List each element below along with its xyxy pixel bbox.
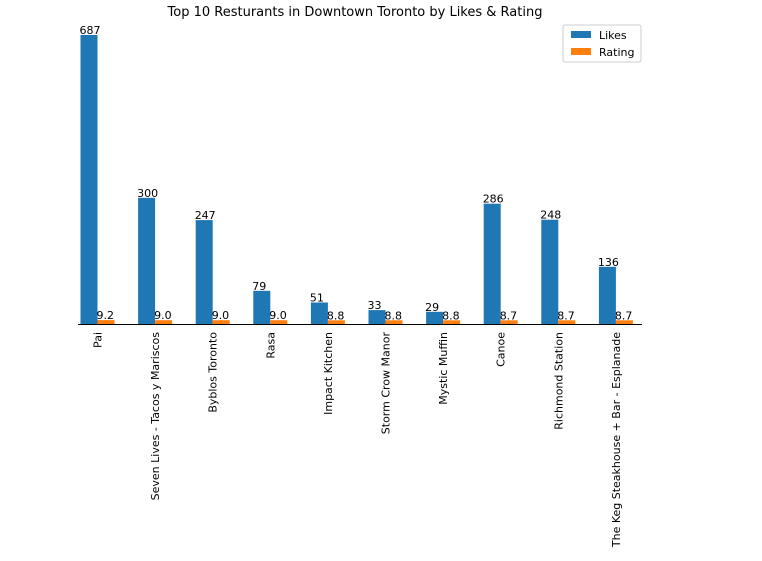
legend-swatch-likes	[571, 31, 591, 38]
legend-label-likes: Likes	[599, 29, 627, 42]
x-tick-label-pai: Pai	[92, 332, 105, 348]
x-tick-label-byblos-toronto: Byblos Toronto	[207, 332, 220, 413]
bar-rating-the-keg-steakhouse-bar-esplanade	[615, 320, 633, 324]
x-tick-label-the-keg-steakhouse-bar-esplanade: The Keg Steakhouse + Bar - Esplanade	[610, 332, 623, 548]
bar-likes-storm-crow-manor	[368, 310, 386, 324]
x-tick-label-mystic-muffin: Mystic Muffin	[437, 332, 450, 405]
data-label-rating-rasa: 9.0	[269, 309, 287, 322]
data-label-likes-mystic-muffin: 29	[425, 301, 439, 314]
data-label-rating-the-keg-steakhouse-bar-esplanade: 8.7	[615, 309, 633, 322]
bar-likes-byblos-toronto	[195, 220, 213, 324]
x-tick-label-storm-crow-manor: Storm Crow Manor	[380, 332, 393, 435]
data-label-likes-rasa: 79	[252, 280, 266, 293]
bar-likes-the-keg-steakhouse-bar-esplanade	[598, 266, 616, 324]
data-label-likes-byblos-toronto: 247	[195, 209, 216, 222]
legend: Likes Rating	[562, 24, 642, 63]
bar-rating-storm-crow-manor	[385, 320, 403, 324]
data-labels-group: 6879.23009.02479.0799.0518.8338.8298.828…	[80, 24, 633, 322]
x-tick-label-canoe: Canoe	[495, 332, 508, 367]
data-label-likes-pai: 687	[80, 24, 101, 37]
data-label-rating-pai: 9.2	[97, 309, 115, 322]
data-label-likes-canoe: 286	[483, 193, 504, 206]
bar-rating-impact-kitchen	[327, 320, 345, 324]
bar-likes-canoe	[483, 203, 501, 324]
bar-likes-pai	[80, 35, 98, 324]
bar-rating-byblos-toronto	[212, 320, 230, 324]
data-label-rating-seven-lives-tacos-y-mariscos: 9.0	[154, 309, 172, 322]
x-tick-label-richmond-station: Richmond Station	[552, 332, 565, 430]
data-label-rating-byblos-toronto: 9.0	[212, 309, 230, 322]
data-label-likes-the-keg-steakhouse-bar-esplanade: 136	[598, 256, 619, 269]
legend-label-rating: Rating	[599, 46, 634, 59]
bar-rating-richmond-station	[558, 320, 576, 324]
bar-rating-canoe	[500, 320, 518, 324]
data-label-rating-storm-crow-manor: 8.8	[385, 309, 403, 322]
bar-rating-mystic-muffin	[443, 320, 461, 324]
data-label-rating-canoe: 8.7	[500, 309, 518, 322]
bar-likes-richmond-station	[541, 219, 559, 324]
bar-likes-seven-lives-tacos-y-mariscos	[138, 197, 156, 324]
bar-likes-rasa	[253, 290, 271, 324]
x-tick-labels-group: Pai Seven Lives - Tacos y Mariscos Byblos …	[92, 332, 623, 549]
data-label-rating-mystic-muffin: 8.8	[442, 309, 460, 322]
bars-group	[80, 35, 633, 324]
data-label-likes-seven-lives-tacos-y-mariscos: 300	[137, 187, 158, 200]
bar-likes-mystic-muffin	[426, 311, 444, 324]
x-tick-label-rasa: Rasa	[264, 332, 277, 359]
bar-rating-rasa	[270, 320, 288, 324]
x-tick-label-seven-lives-tacos-y-mariscos: Seven Lives - Tacos y Mariscos	[149, 332, 162, 501]
bar-rating-seven-lives-tacos-y-mariscos	[155, 320, 173, 324]
chart-title: Top 10 Resturants in Downtown Toronto by…	[167, 5, 543, 20]
data-label-rating-impact-kitchen: 8.8	[327, 309, 345, 322]
data-label-rating-richmond-station: 8.7	[557, 309, 575, 322]
data-label-likes-storm-crow-manor: 33	[368, 299, 382, 312]
data-label-likes-richmond-station: 248	[540, 209, 561, 222]
bar-likes-impact-kitchen	[310, 302, 328, 324]
bar-rating-pai	[97, 320, 115, 324]
data-label-likes-impact-kitchen: 51	[310, 292, 324, 305]
legend-swatch-rating	[571, 48, 591, 55]
x-tick-label-impact-kitchen: Impact Kitchen	[322, 332, 335, 415]
